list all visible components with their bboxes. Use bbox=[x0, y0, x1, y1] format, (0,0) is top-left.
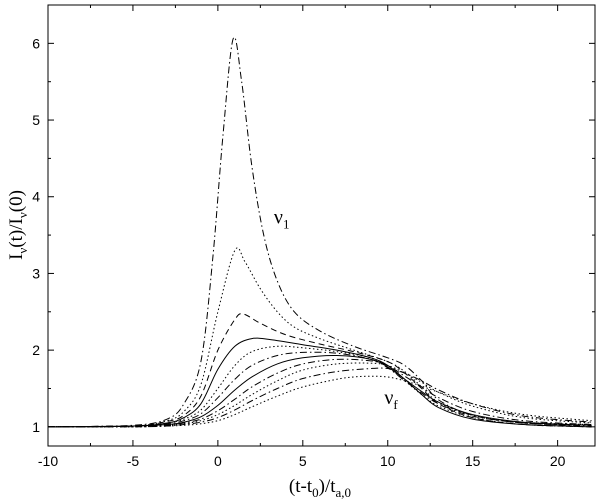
x-tick-label: 10 bbox=[380, 453, 396, 469]
x-tick-label: 5 bbox=[299, 453, 307, 469]
x-tick-label: 20 bbox=[550, 453, 566, 469]
series-line-6 bbox=[47, 351, 592, 428]
y-tick-label: 6 bbox=[32, 35, 40, 51]
series-line-9 bbox=[47, 362, 592, 428]
annotation-nu-f: νf bbox=[384, 387, 398, 412]
x-ticks-group: -10 -5 0 5 10 15 20 bbox=[38, 5, 566, 469]
y-tick-label: 3 bbox=[32, 265, 40, 281]
y-tick-label: 2 bbox=[32, 342, 40, 358]
x-tick-label: 15 bbox=[465, 453, 481, 469]
plot-frame bbox=[47, 4, 596, 447]
x-tick-label: -5 bbox=[127, 453, 140, 469]
series-line-8 bbox=[47, 358, 592, 428]
y-tick-label: 5 bbox=[32, 112, 40, 128]
annotation-nu-1: ν1 bbox=[274, 207, 290, 232]
annotations-group: ν1 νf bbox=[274, 207, 398, 412]
series-line-4 bbox=[47, 337, 592, 428]
series-line-5 bbox=[47, 345, 592, 428]
x-axis-title: (t-t0)/ta,0 bbox=[289, 476, 351, 500]
y-axis-title: Iν(t)/Iν(0) bbox=[6, 190, 30, 260]
curves-group bbox=[47, 36, 592, 428]
series-line-11 bbox=[47, 375, 592, 428]
series-line-10 bbox=[47, 367, 592, 428]
series-line-7 bbox=[47, 354, 592, 428]
y-ticks-group: 1 2 3 4 5 6 bbox=[32, 35, 595, 435]
y-tick-label: 1 bbox=[32, 419, 40, 435]
series-line-1 bbox=[47, 36, 592, 428]
x-tick-label: -10 bbox=[38, 453, 58, 469]
x-tick-label: 0 bbox=[214, 453, 222, 469]
series-line-2 bbox=[47, 247, 592, 428]
y-tick-label: 4 bbox=[32, 189, 40, 205]
